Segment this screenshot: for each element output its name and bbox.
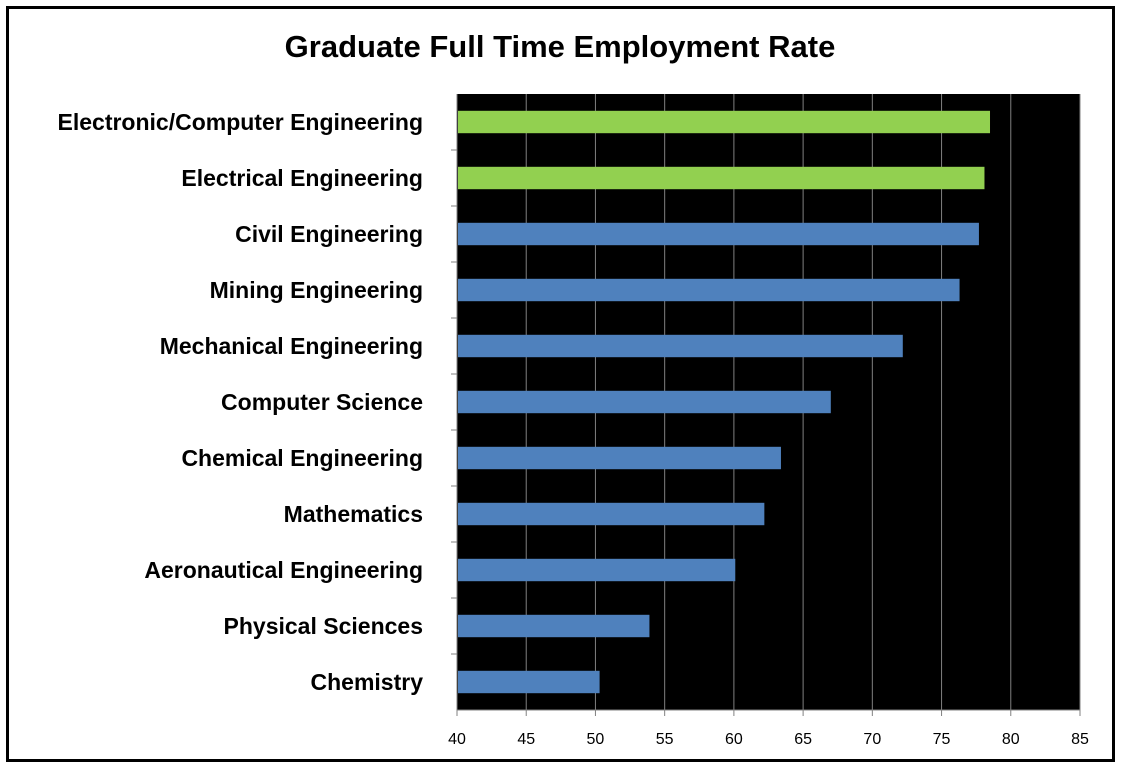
category-label: Civil Engineering xyxy=(235,221,423,247)
chart-title: Graduate Full Time Employment Rate xyxy=(285,29,836,64)
x-tick-label: 60 xyxy=(725,731,743,748)
x-tick-label: 50 xyxy=(587,731,605,748)
bar xyxy=(458,670,600,694)
category-label: Chemistry xyxy=(311,669,424,695)
category-label: Physical Sciences xyxy=(224,613,423,639)
bar xyxy=(458,166,985,190)
bar xyxy=(458,502,765,526)
x-tick-label: 45 xyxy=(517,731,535,748)
x-tick-label: 85 xyxy=(1071,731,1089,748)
bar xyxy=(458,334,903,358)
category-label: Mining Engineering xyxy=(210,277,423,303)
category-label: Mathematics xyxy=(284,501,423,527)
bar xyxy=(458,110,991,134)
category-label: Computer Science xyxy=(221,389,423,415)
bar xyxy=(458,278,960,302)
category-labels: Electronic/Computer Engineering Electrica… xyxy=(58,109,424,695)
bar xyxy=(458,446,781,470)
bar xyxy=(458,222,979,246)
x-tick-label: 75 xyxy=(933,731,951,748)
category-label: Mechanical Engineering xyxy=(160,333,423,359)
x-tick-label: 80 xyxy=(1002,731,1020,748)
category-label: Electronic/Computer Engineering xyxy=(58,109,424,135)
bar xyxy=(458,614,650,638)
x-tick-label: 55 xyxy=(656,731,674,748)
bars xyxy=(458,110,991,694)
category-label: Aeronautical Engineering xyxy=(144,557,423,583)
bar xyxy=(458,558,736,582)
x-axis: 40 45 50 55 60 65 70 75 80 85 xyxy=(448,94,1089,748)
x-tick-label: 70 xyxy=(863,731,881,748)
x-tick-label: 65 xyxy=(794,731,812,748)
category-label: Electrical Engineering xyxy=(181,165,423,191)
category-label: Chemical Engineering xyxy=(181,445,423,471)
bar xyxy=(458,390,831,414)
x-tick-label: 40 xyxy=(448,731,466,748)
